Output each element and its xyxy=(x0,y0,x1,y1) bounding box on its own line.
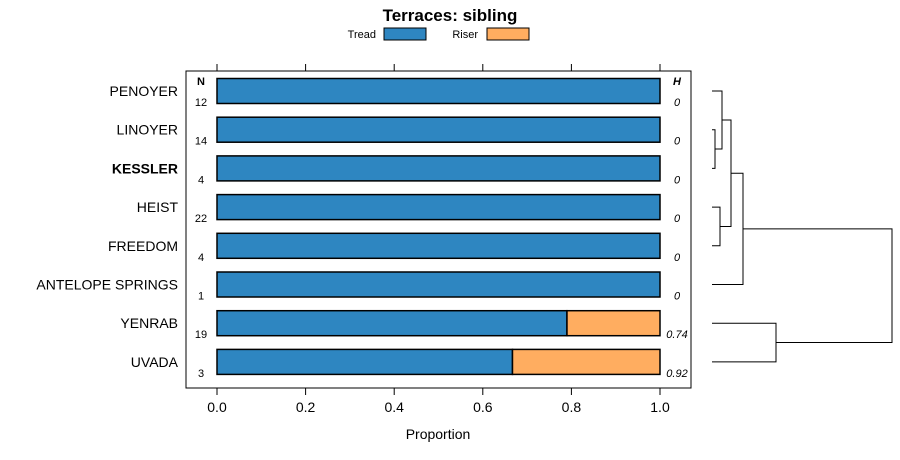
legend-label-riser: Riser xyxy=(452,29,478,41)
x-tick-label: 0.4 xyxy=(384,399,404,415)
row-penoyer: PENOYER 12 0 xyxy=(110,77,681,109)
n-value: 4 xyxy=(198,252,204,264)
bar-tread xyxy=(216,193,661,221)
chart-title: Terraces: sibling xyxy=(383,6,518,25)
x-tick-label: 0.2 xyxy=(296,399,316,415)
dendrogram-link xyxy=(712,322,777,363)
bar-tread xyxy=(216,77,661,105)
x-tick-label: 0.0 xyxy=(207,399,227,415)
row-linoyer: LINOYER 14 0 xyxy=(117,116,681,148)
n-value: 22 xyxy=(195,213,207,225)
h-value: 0 xyxy=(674,174,681,186)
category-label: UVADA xyxy=(131,354,179,370)
legend-swatch-riser xyxy=(486,27,530,41)
x-axis: 0.0 0.2 0.4 0.6 0.8 1.0 xyxy=(207,64,670,415)
row-freedom: FREEDOM 4 0 xyxy=(108,232,681,264)
bar-riser xyxy=(511,348,661,376)
n-header: N xyxy=(197,76,205,88)
bar-tread xyxy=(216,232,661,260)
h-value: 0 xyxy=(674,252,681,264)
row-antelope-springs: ANTELOPE SPRINGS 1 0 xyxy=(36,271,681,303)
category-label: ANTELOPE SPRINGS xyxy=(36,277,178,293)
category-label: YENRAB xyxy=(120,315,178,331)
dendrogram-link xyxy=(712,90,723,150)
category-label: PENOYER xyxy=(110,83,178,99)
h-value: 0.92 xyxy=(666,368,687,380)
n-value: 3 xyxy=(198,368,204,380)
bar-tread xyxy=(216,116,661,143)
bar-riser xyxy=(566,309,661,337)
category-label: LINOYER xyxy=(117,122,178,138)
category-label: HEIST xyxy=(137,199,179,215)
h-value: 0.74 xyxy=(666,329,687,341)
row-heist: HEIST 22 0 xyxy=(137,193,681,225)
n-value: 1 xyxy=(198,291,204,303)
plot-frame xyxy=(185,70,692,389)
h-value: 0 xyxy=(674,97,681,109)
category-label: FREEDOM xyxy=(108,238,178,254)
dendrogram-link xyxy=(712,129,716,169)
dendrogram-link xyxy=(712,172,744,285)
dendrogram-link xyxy=(712,206,721,247)
h-value: 0 xyxy=(674,213,681,225)
category-label: KESSLER xyxy=(112,160,178,176)
h-header: H xyxy=(673,76,682,88)
bar-tread xyxy=(216,309,568,337)
bar-tread xyxy=(216,155,661,182)
legend: Tread Riser xyxy=(348,27,530,41)
bar-tread xyxy=(216,348,514,376)
dendrogram xyxy=(712,90,893,363)
legend-swatch-tread xyxy=(383,27,427,41)
legend-label-tread: Tread xyxy=(348,29,376,41)
dendrogram-link xyxy=(743,228,893,344)
x-tick-label: 0.6 xyxy=(473,399,493,415)
h-value: 0 xyxy=(674,136,681,148)
bar-tread xyxy=(216,271,661,298)
row-yenrab: YENRAB 19 0.74 xyxy=(120,309,688,341)
n-value: 14 xyxy=(195,136,207,148)
n-value: 4 xyxy=(198,174,204,186)
row-kessler: KESSLER 4 0 xyxy=(112,155,681,186)
h-value: 0 xyxy=(674,291,681,303)
x-tick-label: 0.8 xyxy=(562,399,582,415)
x-tick-label: 1.0 xyxy=(650,399,670,415)
x-axis-label: Proportion xyxy=(406,426,471,442)
n-value: 19 xyxy=(195,329,207,341)
n-value: 12 xyxy=(195,97,207,109)
row-uvada: UVADA 3 0.92 xyxy=(131,348,688,380)
